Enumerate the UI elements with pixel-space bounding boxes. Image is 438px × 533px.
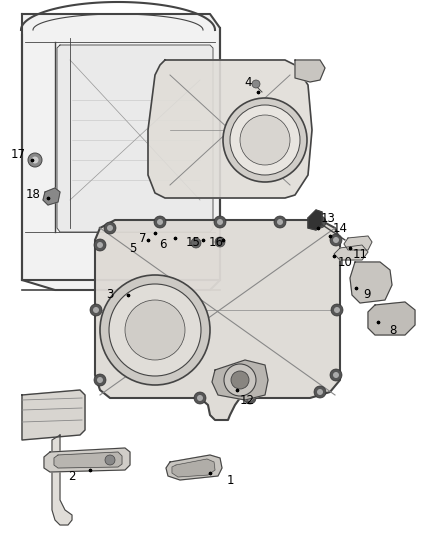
Circle shape xyxy=(214,216,226,228)
Text: 17: 17 xyxy=(11,149,25,161)
Circle shape xyxy=(105,455,115,465)
Text: 2: 2 xyxy=(68,471,76,483)
Text: 10: 10 xyxy=(338,256,353,270)
Circle shape xyxy=(93,307,99,313)
Text: 12: 12 xyxy=(240,393,254,407)
Circle shape xyxy=(28,153,42,167)
Polygon shape xyxy=(334,245,368,260)
Circle shape xyxy=(317,219,323,225)
Circle shape xyxy=(333,237,339,243)
Circle shape xyxy=(330,369,342,381)
Circle shape xyxy=(215,237,225,247)
Circle shape xyxy=(224,364,256,396)
Circle shape xyxy=(333,372,339,378)
Circle shape xyxy=(314,216,326,228)
Text: 15: 15 xyxy=(186,237,201,249)
Circle shape xyxy=(154,216,166,228)
Polygon shape xyxy=(344,236,372,250)
Circle shape xyxy=(157,219,163,225)
Polygon shape xyxy=(54,452,122,468)
Circle shape xyxy=(247,395,253,401)
Circle shape xyxy=(109,284,201,376)
Circle shape xyxy=(252,80,260,88)
Text: 18: 18 xyxy=(25,189,40,201)
Text: 9: 9 xyxy=(363,288,371,302)
Circle shape xyxy=(90,304,102,316)
Circle shape xyxy=(32,157,39,164)
Text: 6: 6 xyxy=(159,238,167,252)
Polygon shape xyxy=(368,302,415,335)
Circle shape xyxy=(230,105,300,175)
Text: 8: 8 xyxy=(389,324,397,336)
Circle shape xyxy=(104,222,116,234)
Circle shape xyxy=(331,304,343,316)
Circle shape xyxy=(244,392,256,404)
Circle shape xyxy=(223,98,307,182)
Circle shape xyxy=(314,386,326,398)
Polygon shape xyxy=(22,14,220,290)
Text: 3: 3 xyxy=(106,288,114,302)
Circle shape xyxy=(274,216,286,228)
Circle shape xyxy=(194,392,206,404)
Circle shape xyxy=(231,371,249,389)
Polygon shape xyxy=(43,188,60,205)
Polygon shape xyxy=(148,60,312,198)
Polygon shape xyxy=(57,45,213,232)
Polygon shape xyxy=(44,448,130,472)
Circle shape xyxy=(197,395,203,401)
Circle shape xyxy=(217,219,223,225)
Circle shape xyxy=(330,234,342,246)
Circle shape xyxy=(191,238,201,248)
Text: 4: 4 xyxy=(244,76,252,88)
Polygon shape xyxy=(22,390,85,440)
Text: 11: 11 xyxy=(353,248,367,262)
Circle shape xyxy=(97,377,103,383)
Polygon shape xyxy=(52,435,72,525)
Text: 13: 13 xyxy=(321,212,336,224)
Circle shape xyxy=(277,219,283,225)
Polygon shape xyxy=(172,459,215,477)
Circle shape xyxy=(107,225,113,231)
Circle shape xyxy=(100,275,210,385)
Circle shape xyxy=(334,307,340,313)
Text: 1: 1 xyxy=(226,473,234,487)
Polygon shape xyxy=(166,455,222,480)
Polygon shape xyxy=(350,262,392,303)
Circle shape xyxy=(97,242,103,248)
Circle shape xyxy=(94,374,106,386)
Polygon shape xyxy=(212,360,268,400)
Polygon shape xyxy=(295,60,325,82)
Text: 7: 7 xyxy=(139,231,147,245)
Text: 5: 5 xyxy=(129,241,137,254)
Circle shape xyxy=(240,115,290,165)
Circle shape xyxy=(94,239,106,251)
Polygon shape xyxy=(308,210,322,230)
Circle shape xyxy=(317,389,323,395)
Polygon shape xyxy=(95,220,340,420)
Text: 14: 14 xyxy=(332,222,347,235)
Circle shape xyxy=(125,300,185,360)
Text: 16: 16 xyxy=(208,236,223,248)
